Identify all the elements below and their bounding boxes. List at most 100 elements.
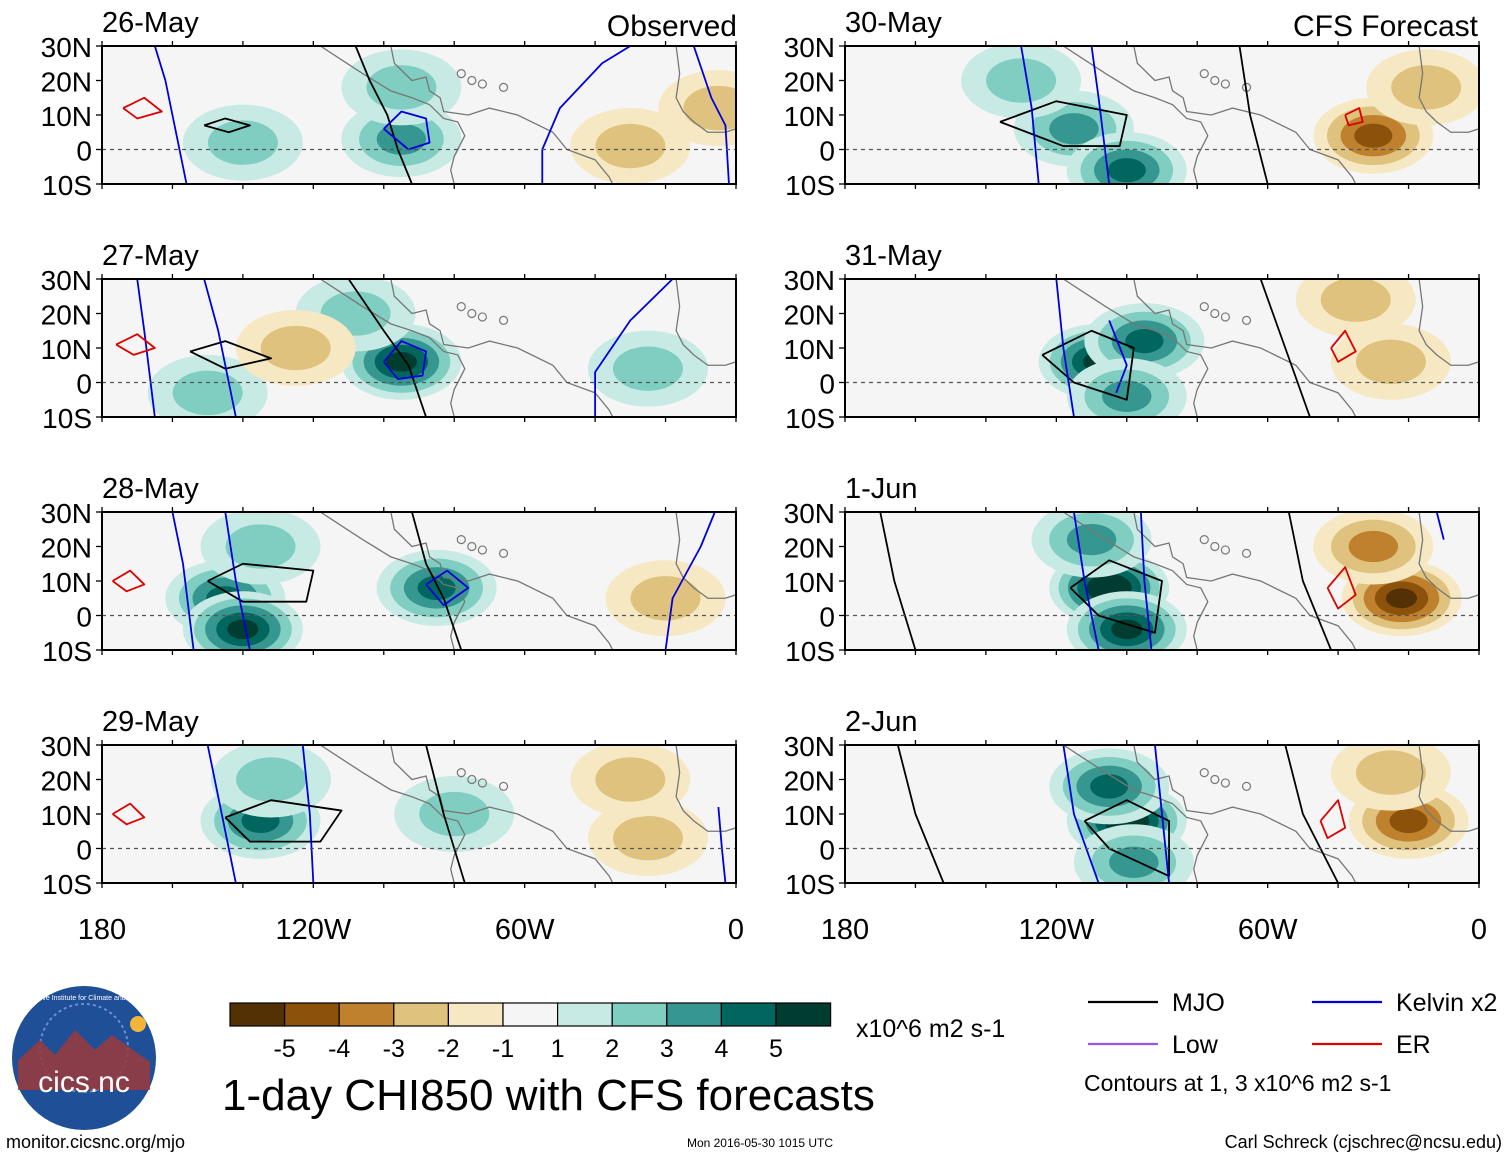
colorbar-swatch bbox=[229, 1002, 286, 1027]
contour-mjo bbox=[1238, 46, 1269, 184]
coastline bbox=[675, 46, 736, 133]
contour-kelvin-x2 bbox=[1154, 745, 1170, 883]
island bbox=[456, 302, 466, 312]
y-tick-label: 30N bbox=[41, 498, 92, 529]
y-tick-label: 0 bbox=[76, 369, 92, 400]
panel-date: 31-May bbox=[845, 240, 942, 272]
contour-kelvin-x2 bbox=[1062, 745, 1100, 883]
island bbox=[1220, 545, 1231, 555]
contour-kelvin-x2 bbox=[171, 512, 195, 650]
coastline bbox=[1063, 279, 1209, 417]
anomaly-blob bbox=[1320, 279, 1391, 322]
contour-er bbox=[115, 333, 156, 356]
y-tick-label: 20N bbox=[784, 300, 835, 331]
map-field bbox=[896, 745, 1479, 883]
y-tick-label: 30N bbox=[784, 265, 835, 296]
y-tick-label: 30N bbox=[41, 265, 92, 296]
anomaly-blob bbox=[260, 325, 331, 371]
coastline bbox=[1133, 279, 1357, 417]
contour-kelvin-x2 bbox=[136, 279, 156, 417]
contour-mjo bbox=[1083, 799, 1170, 877]
island bbox=[477, 778, 487, 788]
anomaly-blob bbox=[1391, 65, 1462, 110]
island bbox=[1210, 774, 1220, 785]
y-tick-label: 10N bbox=[784, 101, 835, 132]
coastline bbox=[1133, 512, 1357, 650]
contour-kelvin-x2 bbox=[153, 46, 188, 184]
colorbar-label: -5 bbox=[273, 1035, 295, 1063]
x-tick-label: 0 bbox=[728, 914, 744, 946]
contour-mjo bbox=[1259, 279, 1311, 417]
contour-kelvin-x2 bbox=[425, 569, 470, 607]
y-tick-label: 0 bbox=[76, 602, 92, 633]
logo-sun bbox=[130, 1016, 146, 1032]
anomaly-blob bbox=[1355, 750, 1426, 795]
x-tick-label: 180 bbox=[821, 914, 869, 946]
y-tick-label: 10S bbox=[42, 869, 92, 900]
contour-kelvin-x2 bbox=[1055, 279, 1075, 417]
map-field bbox=[115, 279, 736, 417]
anomaly-blob bbox=[612, 815, 683, 861]
island bbox=[498, 82, 509, 93]
y-tick-label: 0 bbox=[819, 835, 835, 866]
contour-kelvin-x2 bbox=[383, 340, 427, 380]
island bbox=[1199, 534, 1209, 545]
coastline bbox=[1418, 46, 1479, 133]
contour-kelvin-x2 bbox=[224, 512, 251, 650]
legend-note: Contours at 1, 3 x10^6 m2 s-1 bbox=[1084, 1070, 1391, 1096]
map-field bbox=[879, 512, 1479, 650]
colorbar-swatch bbox=[393, 1002, 449, 1027]
panel-date: 28-May bbox=[102, 473, 199, 505]
contour-kelvin-x2 bbox=[203, 279, 237, 417]
coastline bbox=[1063, 745, 1209, 883]
coastline bbox=[320, 745, 466, 883]
y-tick-label: 20N bbox=[41, 766, 92, 797]
y-tick-label: 0 bbox=[76, 835, 92, 866]
coastline bbox=[1063, 46, 1209, 184]
y-tick-label: 10N bbox=[41, 567, 92, 598]
contour-mjo bbox=[425, 745, 466, 883]
y-tick-label: 10S bbox=[785, 869, 835, 900]
contour-kelvin-x2 bbox=[1020, 46, 1040, 184]
island bbox=[477, 312, 487, 322]
island bbox=[1210, 308, 1220, 319]
anomaly-blob bbox=[1348, 530, 1399, 563]
y-tick-label: 10S bbox=[42, 403, 92, 434]
y-tick-label: 10N bbox=[41, 334, 92, 365]
anomaly-blob bbox=[1066, 523, 1117, 556]
anomaly-blob bbox=[1125, 329, 1164, 354]
y-tick-label: 0 bbox=[819, 136, 835, 167]
x-tick-label: 180 bbox=[78, 914, 126, 946]
y-tick-label: 10S bbox=[42, 170, 92, 201]
y-tick-label: 20N bbox=[784, 533, 835, 564]
island bbox=[1220, 312, 1231, 322]
y-tick-label: 20N bbox=[41, 300, 92, 331]
anomaly-blob bbox=[225, 524, 296, 569]
coastline bbox=[320, 46, 466, 184]
y-tick-label: 30N bbox=[784, 498, 835, 529]
anomaly-blob bbox=[595, 123, 666, 169]
contour-kelvin-x2 bbox=[541, 46, 631, 184]
coastline bbox=[1133, 745, 1357, 883]
contour-mjo bbox=[189, 340, 272, 370]
x-tick-label: 0 bbox=[1471, 914, 1487, 946]
coastline bbox=[1133, 46, 1357, 184]
anomaly-blob bbox=[683, 85, 736, 131]
legend: MJO Kelvin x2 Low ER bbox=[1088, 989, 1497, 1059]
colorbar-swatch bbox=[284, 1002, 340, 1027]
y-tick-label: 10S bbox=[785, 403, 835, 434]
contour-er bbox=[122, 96, 163, 120]
map-field bbox=[112, 745, 736, 883]
legend-label: Low bbox=[1172, 1031, 1219, 1059]
y-tick-label: 10N bbox=[41, 800, 92, 831]
contour-er bbox=[1326, 566, 1357, 610]
colorbar-swatch bbox=[666, 1002, 722, 1027]
map-field bbox=[1038, 279, 1479, 417]
colorbar-label: -1 bbox=[492, 1035, 514, 1063]
x-axis-labels: 180 120W 60W 0 180 120W 60W 0 bbox=[78, 914, 1487, 946]
contour-mjo bbox=[896, 745, 945, 883]
contour-mjo bbox=[203, 117, 251, 134]
colorbar-swatch bbox=[556, 1002, 613, 1027]
